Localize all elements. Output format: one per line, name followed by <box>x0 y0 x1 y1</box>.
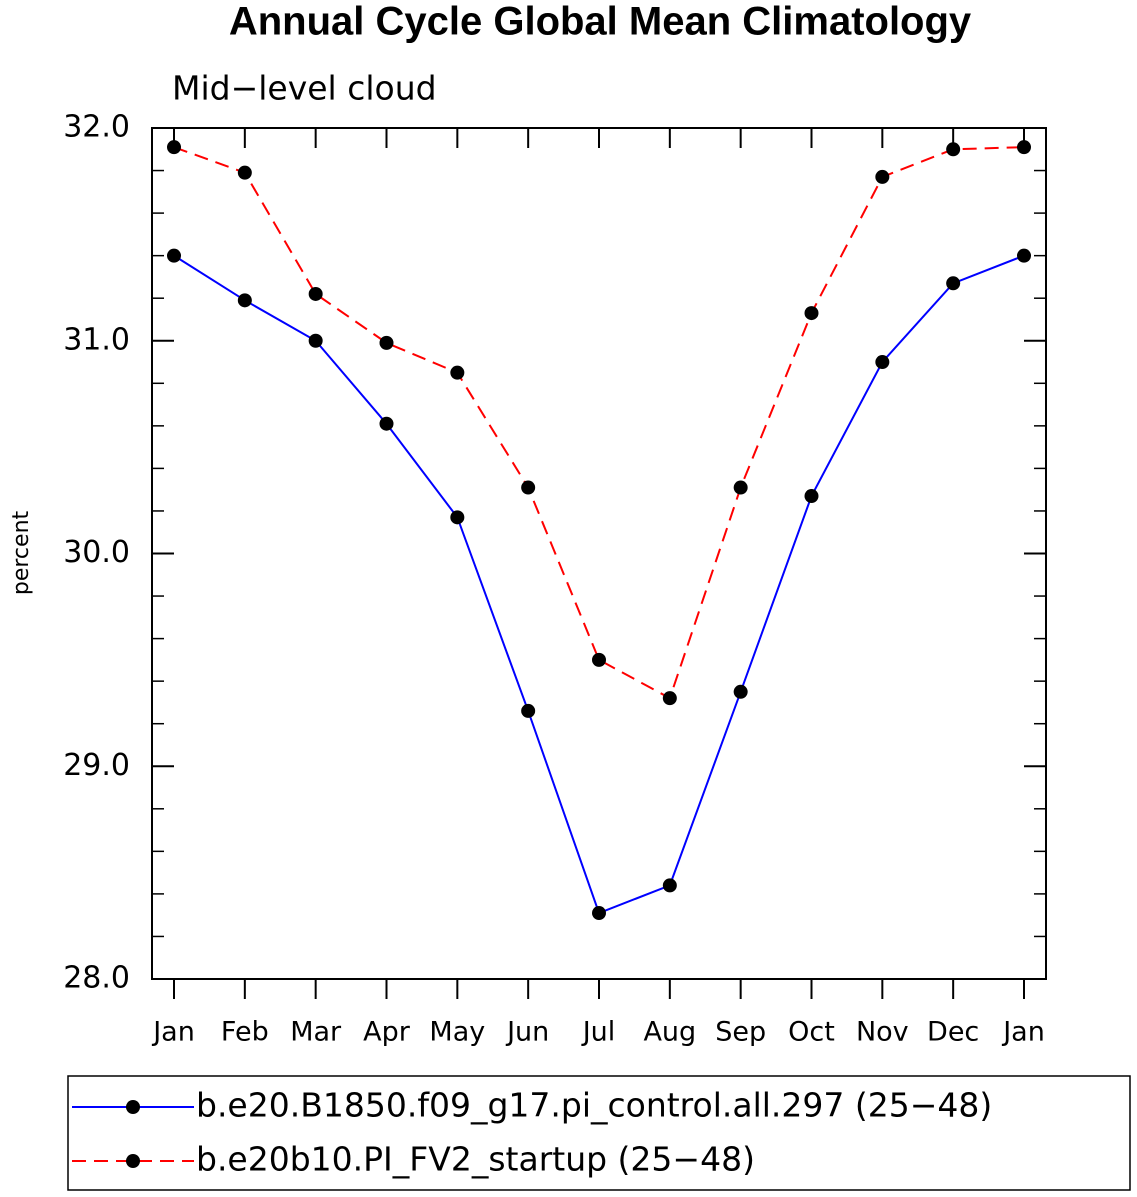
data-point <box>167 140 181 155</box>
y-axis-label: percent <box>9 510 34 595</box>
data-point <box>733 684 748 699</box>
data-point <box>592 906 606 921</box>
data-point <box>804 306 819 321</box>
data-point <box>662 691 677 706</box>
y-tick-label: 29.0 <box>63 748 130 783</box>
data-point <box>875 355 890 370</box>
data-point <box>946 276 961 291</box>
chart-title: Annual Cycle Global Mean Climatology <box>229 0 972 44</box>
data-point <box>237 293 252 308</box>
data-point <box>308 286 323 301</box>
x-tick-label: May <box>429 1017 485 1048</box>
y-tick-label: 30.0 <box>63 535 130 570</box>
legend-label: b.e20.B1850.f09_g17.pi_control.all.297 (… <box>196 1086 992 1125</box>
data-point <box>237 165 252 180</box>
legend-box <box>67 1075 1131 1191</box>
data-point <box>450 510 465 525</box>
subtitle: Mid−level cloud <box>172 69 437 108</box>
data-point <box>167 248 181 263</box>
data-point <box>521 703 536 718</box>
x-tick-label: Oct <box>788 1017 835 1048</box>
x-tick-label: Mar <box>290 1017 342 1048</box>
data-point <box>1017 140 1031 155</box>
data-point <box>592 652 606 667</box>
x-tick-label: Jul <box>581 1017 616 1048</box>
y-tick-label: 31.0 <box>63 322 130 357</box>
y-tick-label: 32.0 <box>63 110 130 145</box>
legend-marker <box>126 1100 140 1114</box>
x-tick-label: Jun <box>505 1017 549 1048</box>
data-point <box>521 480 536 495</box>
x-tick-label: Apr <box>363 1017 411 1048</box>
data-point <box>1017 248 1031 263</box>
x-tick-label: Sep <box>715 1017 766 1048</box>
data-point <box>733 480 748 495</box>
data-point <box>379 335 394 350</box>
legend-label: b.e20b10.PI_FV2_startup (25−48) <box>196 1140 755 1179</box>
y-tick-label: 28.0 <box>63 961 130 996</box>
legend-marker <box>126 1154 140 1168</box>
data-point <box>450 365 465 380</box>
data-point <box>308 333 323 348</box>
x-tick-label: Feb <box>221 1017 269 1048</box>
data-point <box>662 878 677 893</box>
x-tick-label: Jan <box>151 1017 195 1048</box>
x-tick-label: Dec <box>927 1017 979 1048</box>
x-tick-label: Nov <box>856 1017 909 1048</box>
series-line <box>173 146 1025 700</box>
series-line <box>173 254 1025 915</box>
x-tick-label: Jan <box>1001 1017 1045 1048</box>
data-point <box>804 489 819 504</box>
data-point <box>875 169 890 184</box>
plot-frame <box>151 127 1047 980</box>
x-tick-label: Aug <box>643 1017 696 1048</box>
data-point <box>946 142 961 157</box>
data-point <box>379 416 394 431</box>
